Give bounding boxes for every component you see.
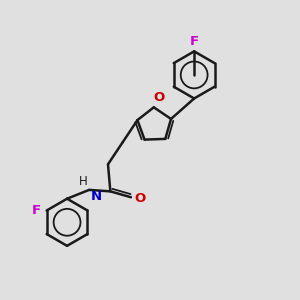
Text: O: O bbox=[134, 192, 146, 205]
Text: N: N bbox=[91, 190, 102, 203]
Text: F: F bbox=[32, 204, 41, 217]
Text: O: O bbox=[153, 92, 164, 104]
Text: H: H bbox=[79, 176, 88, 188]
Text: F: F bbox=[190, 34, 199, 47]
